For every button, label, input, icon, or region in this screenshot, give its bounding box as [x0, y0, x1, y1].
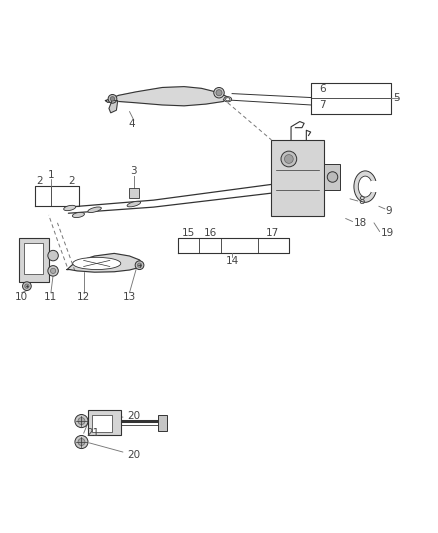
Polygon shape — [106, 87, 228, 106]
Circle shape — [138, 263, 142, 268]
Circle shape — [50, 268, 56, 273]
Ellipse shape — [73, 257, 121, 270]
Text: 21: 21 — [86, 429, 99, 438]
Text: 3: 3 — [131, 166, 137, 176]
Ellipse shape — [224, 96, 232, 102]
Ellipse shape — [358, 176, 372, 197]
Text: 11: 11 — [44, 292, 57, 302]
Circle shape — [281, 151, 297, 167]
Text: 15: 15 — [182, 228, 195, 238]
Circle shape — [108, 94, 117, 103]
Circle shape — [327, 172, 338, 182]
Text: 7: 7 — [320, 100, 326, 110]
Ellipse shape — [354, 171, 377, 203]
Circle shape — [25, 284, 29, 288]
Bar — [129, 188, 139, 198]
Text: 9: 9 — [386, 206, 392, 216]
Circle shape — [48, 251, 58, 261]
Circle shape — [214, 87, 224, 98]
Bar — [158, 415, 167, 431]
Text: 8: 8 — [359, 196, 365, 206]
Circle shape — [75, 435, 88, 449]
Bar — [92, 415, 112, 432]
Ellipse shape — [88, 207, 101, 213]
Ellipse shape — [226, 98, 230, 101]
Circle shape — [75, 415, 88, 427]
Text: 12: 12 — [77, 292, 90, 302]
Circle shape — [216, 90, 222, 96]
Bar — [272, 140, 324, 216]
Text: 4: 4 — [128, 119, 135, 129]
Ellipse shape — [64, 205, 76, 211]
Circle shape — [78, 439, 85, 446]
Bar — [88, 410, 121, 435]
Polygon shape — [67, 253, 143, 272]
Ellipse shape — [127, 201, 141, 207]
Circle shape — [110, 96, 115, 101]
Text: 13: 13 — [123, 292, 136, 302]
Bar — [19, 238, 49, 282]
Circle shape — [285, 155, 293, 163]
Circle shape — [48, 265, 58, 276]
Text: 1: 1 — [48, 170, 54, 180]
Text: 16: 16 — [204, 228, 217, 238]
Bar — [24, 244, 43, 274]
Text: 10: 10 — [15, 292, 28, 302]
Text: 20: 20 — [127, 450, 141, 460]
Polygon shape — [109, 101, 118, 113]
Text: 6: 6 — [320, 84, 326, 94]
Text: 19: 19 — [381, 228, 394, 238]
Text: 17: 17 — [265, 228, 279, 238]
Text: 14: 14 — [226, 256, 239, 266]
Text: 18: 18 — [353, 218, 367, 228]
Circle shape — [22, 282, 31, 290]
Text: 2: 2 — [68, 176, 75, 187]
Text: 20: 20 — [127, 411, 141, 421]
Text: 2: 2 — [37, 176, 43, 187]
Bar — [324, 164, 340, 190]
Circle shape — [78, 417, 85, 425]
Circle shape — [135, 261, 144, 270]
Ellipse shape — [72, 212, 85, 217]
Bar — [371, 181, 379, 192]
Text: 5: 5 — [394, 93, 400, 103]
